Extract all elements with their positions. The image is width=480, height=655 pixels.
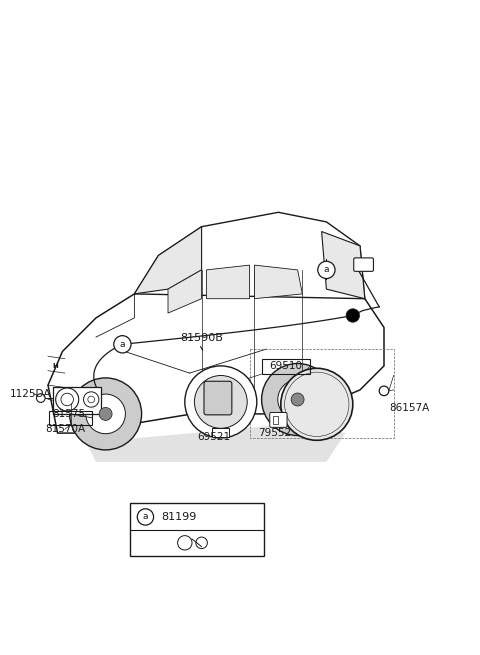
Text: 1125DA: 1125DA bbox=[10, 388, 51, 399]
Circle shape bbox=[194, 375, 247, 428]
Polygon shape bbox=[254, 265, 302, 299]
Circle shape bbox=[185, 366, 257, 438]
Circle shape bbox=[379, 386, 389, 396]
Circle shape bbox=[84, 392, 99, 407]
FancyBboxPatch shape bbox=[204, 381, 232, 415]
Bar bbox=[212, 428, 229, 437]
Bar bbox=[262, 359, 310, 374]
Text: 81570A: 81570A bbox=[46, 424, 86, 434]
Circle shape bbox=[278, 380, 317, 419]
Circle shape bbox=[56, 388, 79, 411]
Circle shape bbox=[86, 394, 125, 434]
Text: H: H bbox=[52, 363, 58, 369]
Bar bbox=[130, 502, 264, 555]
FancyBboxPatch shape bbox=[270, 413, 287, 427]
Polygon shape bbox=[168, 270, 202, 313]
Circle shape bbox=[70, 378, 142, 450]
Circle shape bbox=[114, 335, 131, 353]
Polygon shape bbox=[134, 212, 365, 299]
Text: a: a bbox=[324, 265, 329, 274]
Polygon shape bbox=[48, 270, 384, 433]
Circle shape bbox=[318, 261, 335, 278]
Polygon shape bbox=[322, 231, 365, 299]
Polygon shape bbox=[206, 265, 250, 299]
Bar bbox=[53, 386, 101, 415]
Polygon shape bbox=[134, 227, 202, 294]
Text: 81590B: 81590B bbox=[180, 333, 223, 343]
Circle shape bbox=[346, 309, 360, 322]
Text: a: a bbox=[143, 512, 148, 521]
Text: 69510: 69510 bbox=[269, 362, 302, 371]
Bar bbox=[49, 411, 92, 425]
Circle shape bbox=[262, 364, 334, 436]
Circle shape bbox=[281, 368, 353, 440]
Circle shape bbox=[36, 394, 45, 402]
Bar bbox=[273, 417, 278, 424]
Text: 86157A: 86157A bbox=[389, 403, 429, 413]
FancyBboxPatch shape bbox=[354, 258, 373, 271]
Circle shape bbox=[137, 509, 154, 525]
Text: 81575: 81575 bbox=[52, 409, 85, 419]
Circle shape bbox=[291, 393, 304, 406]
Text: 81199: 81199 bbox=[161, 512, 196, 522]
Polygon shape bbox=[86, 424, 346, 462]
Text: a: a bbox=[120, 340, 125, 349]
Text: 79552: 79552 bbox=[258, 428, 291, 438]
Circle shape bbox=[99, 407, 112, 421]
Text: 69521: 69521 bbox=[197, 432, 230, 442]
